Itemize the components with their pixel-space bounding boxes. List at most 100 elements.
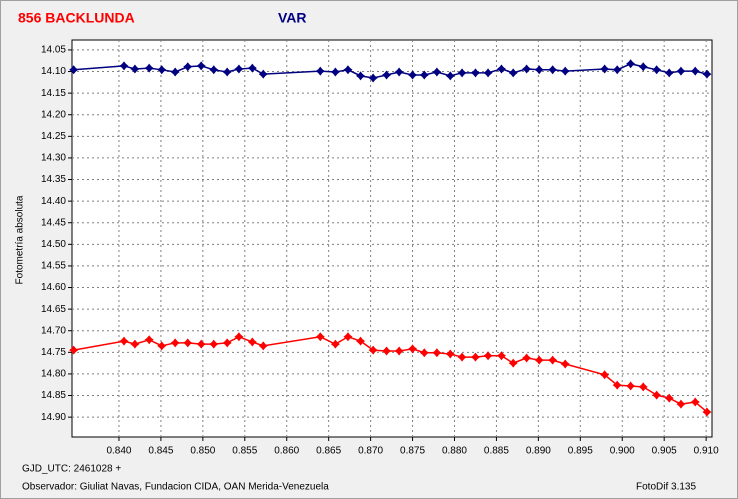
data-point — [69, 345, 79, 355]
data-point — [69, 65, 79, 75]
y-tick-label: 14.15 — [41, 88, 66, 99]
data-point — [652, 390, 662, 400]
observer-note: Observador: Giuliat Navas, Fundacion CID… — [22, 482, 329, 493]
data-point — [534, 355, 544, 365]
data-point — [368, 73, 378, 83]
data-point — [652, 65, 662, 75]
data-point — [356, 336, 366, 346]
y-tick-label: 14.90 — [41, 412, 66, 423]
data-point — [119, 61, 129, 71]
data-point — [408, 70, 418, 80]
data-point — [548, 65, 558, 75]
x-tick-label: 0.840 — [106, 446, 131, 457]
data-point — [522, 64, 532, 74]
data-point — [690, 397, 700, 407]
data-point — [470, 352, 480, 362]
x-tick-label: 0.855 — [232, 446, 257, 457]
data-point — [315, 66, 325, 76]
x-tick-label: 0.900 — [610, 446, 635, 457]
y-tick-label: 14.70 — [41, 325, 66, 336]
chart-subtitle: VAR — [278, 10, 307, 26]
y-tick-label: 14.45 — [41, 217, 66, 228]
y-tick-label: 14.65 — [41, 304, 66, 315]
data-point — [144, 63, 154, 73]
data-point — [626, 381, 636, 391]
y-tick-label: 14.75 — [41, 347, 66, 358]
data-point — [457, 352, 467, 362]
y-tick-label: 14.30 — [41, 153, 66, 164]
data-point — [508, 358, 518, 368]
software-note: FotoDif 3.135 — [636, 482, 696, 493]
data-point — [445, 71, 455, 81]
y-tick-label: 14.50 — [41, 239, 66, 250]
data-point — [144, 335, 154, 345]
data-point — [560, 359, 570, 369]
y-tick-label: 14.55 — [41, 261, 66, 272]
data-point — [664, 393, 674, 403]
data-point — [315, 332, 325, 342]
data-point — [330, 339, 340, 349]
data-point — [196, 339, 206, 349]
data-point — [258, 341, 268, 351]
data-point — [247, 337, 257, 347]
data-point — [209, 65, 219, 75]
x-tick-label: 0.845 — [148, 446, 173, 457]
data-point — [196, 61, 206, 71]
data-point — [432, 67, 442, 77]
data-point — [368, 345, 378, 355]
data-point — [483, 351, 493, 361]
y-tick-label: 14.85 — [41, 390, 66, 401]
data-point — [534, 65, 544, 75]
data-point — [522, 353, 532, 363]
data-point — [343, 332, 353, 342]
data-point — [247, 63, 257, 73]
data-point — [600, 370, 610, 380]
data-point — [638, 382, 648, 392]
data-point — [183, 338, 193, 348]
data-point — [483, 68, 493, 78]
data-point — [638, 62, 648, 72]
y-tick-label: 14.80 — [41, 369, 66, 380]
y-tick-label: 14.25 — [41, 131, 66, 142]
data-point — [343, 65, 353, 75]
data-point — [612, 380, 622, 390]
data-point — [508, 68, 518, 78]
data-point — [419, 348, 429, 358]
data-point — [157, 65, 167, 75]
data-point — [222, 67, 232, 77]
data-point — [234, 332, 244, 342]
data-point — [394, 346, 404, 356]
y-tick-label: 14.20 — [41, 109, 66, 120]
data-point — [560, 66, 570, 76]
y-tick-label: 14.60 — [41, 282, 66, 293]
data-point — [690, 66, 700, 76]
data-point — [600, 64, 610, 74]
data-point — [664, 68, 674, 78]
data-point — [130, 339, 140, 349]
data-point — [183, 62, 193, 72]
data-point — [234, 64, 244, 74]
plot-area — [71, 39, 713, 438]
x-tick-label: 0.885 — [484, 446, 509, 457]
data-point — [457, 68, 467, 78]
data-point — [702, 69, 712, 79]
data-point — [170, 67, 180, 77]
data-point — [612, 65, 622, 75]
x-tick-label: 0.865 — [316, 446, 341, 457]
data-point — [356, 71, 366, 81]
data-point — [119, 336, 129, 346]
data-point — [548, 355, 558, 365]
x-tick-label: 0.910 — [694, 446, 719, 457]
data-point — [170, 338, 180, 348]
data-point — [382, 346, 392, 356]
data-point — [130, 64, 140, 74]
data-point — [496, 351, 506, 361]
y-axis-label: Fotometría absoluta — [15, 195, 26, 284]
x-tick-label: 0.905 — [652, 446, 677, 457]
data-point — [157, 341, 167, 351]
data-point — [394, 67, 404, 77]
data-point — [419, 70, 429, 80]
data-point — [330, 67, 340, 77]
data-point — [209, 339, 219, 349]
